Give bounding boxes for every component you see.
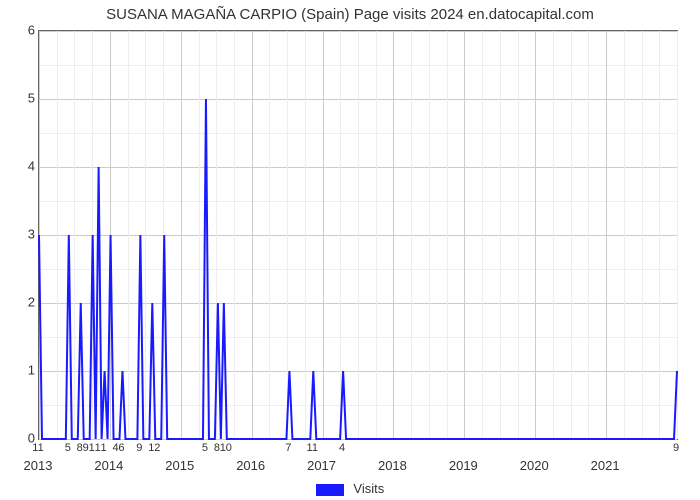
x-point-label: 5 xyxy=(202,442,208,454)
data-line-svg xyxy=(39,31,677,439)
legend: Visits xyxy=(0,481,700,496)
x-year-label: 2015 xyxy=(165,458,194,473)
x-year-label: 2017 xyxy=(307,458,336,473)
y-tick-label: 0 xyxy=(5,431,35,446)
x-year-label: 2021 xyxy=(591,458,620,473)
legend-swatch xyxy=(316,484,344,496)
x-point-label: 11 xyxy=(32,442,43,454)
y-tick-label: 3 xyxy=(5,227,35,242)
x-point-label: 9 xyxy=(136,442,142,454)
x-point-label: 6 xyxy=(118,442,124,454)
chart-container: SUSANA MAGAÑA CARPIO (Spain) Page visits… xyxy=(0,0,700,500)
visits-line xyxy=(39,99,677,439)
x-point-label: 4 xyxy=(339,442,345,454)
x-year-label: 2014 xyxy=(94,458,123,473)
y-tick-label: 4 xyxy=(5,159,35,174)
x-year-label: 2018 xyxy=(378,458,407,473)
x-point-label: 2 xyxy=(154,442,160,454)
y-tick-label: 5 xyxy=(5,91,35,106)
chart-title: SUSANA MAGAÑA CARPIO (Spain) Page visits… xyxy=(0,6,700,23)
x-point-label: 0 xyxy=(226,442,232,454)
x-year-label: 2016 xyxy=(236,458,265,473)
legend-label: Visits xyxy=(353,481,384,496)
x-point-label: 1 xyxy=(101,442,107,454)
x-year-label: 2020 xyxy=(520,458,549,473)
x-point-label: 9 xyxy=(673,442,679,454)
y-tick-label: 6 xyxy=(5,23,35,38)
x-point-label: 11 xyxy=(307,442,318,454)
y-tick-label: 1 xyxy=(5,363,35,378)
y-tick-label: 2 xyxy=(5,295,35,310)
x-year-label: 2013 xyxy=(24,458,53,473)
x-point-label: 5 xyxy=(65,442,71,454)
plot-area xyxy=(38,30,678,440)
x-year-label: 2019 xyxy=(449,458,478,473)
x-point-label: 7 xyxy=(285,442,291,454)
